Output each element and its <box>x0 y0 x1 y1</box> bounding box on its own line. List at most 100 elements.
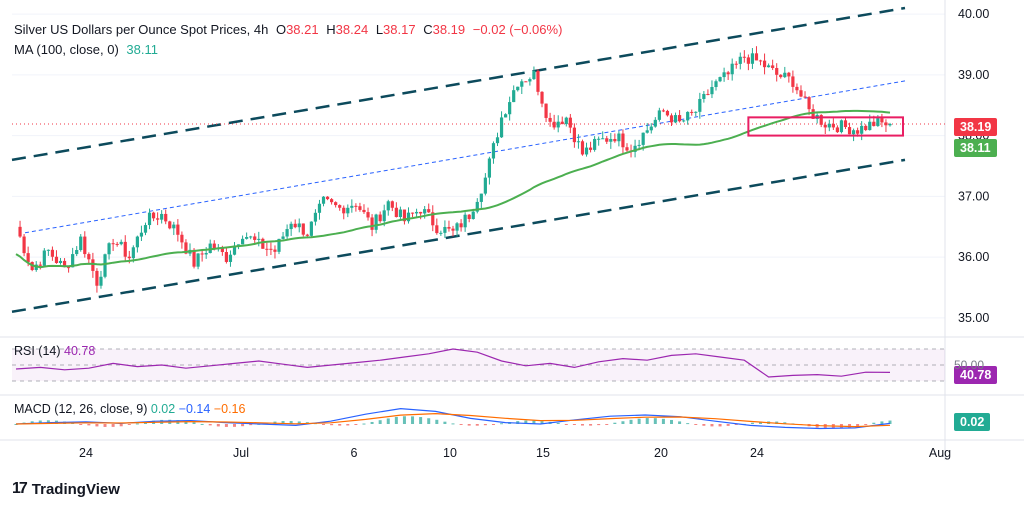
candle-body <box>649 126 653 131</box>
ma-legend: MA (100, close, 0) 38.11 <box>14 42 162 57</box>
candle-body <box>831 123 835 128</box>
candle-body <box>645 130 649 133</box>
candle-body <box>783 72 787 78</box>
time-axis: 24 Jul 6 10 15 20 24 Aug <box>79 446 951 460</box>
candle-body <box>330 199 334 203</box>
candle-body <box>26 253 30 263</box>
tradingview-logo[interactable]: 17 TradingView <box>12 480 120 498</box>
macd-histogram-bar <box>249 424 253 426</box>
macd-histogram-bar <box>362 423 366 425</box>
candle-body <box>625 147 629 151</box>
candle-body <box>847 127 852 135</box>
candle-body <box>22 236 26 254</box>
candle-body <box>584 147 589 155</box>
candle-body <box>196 253 200 267</box>
candle-body <box>91 259 95 271</box>
candle-body <box>775 68 779 75</box>
candle-body <box>334 202 338 206</box>
candle-body <box>677 115 682 122</box>
candle-body <box>342 207 346 214</box>
macd-histogram-bar <box>427 418 431 424</box>
macd-histogram-bar <box>443 421 447 424</box>
ma-label: MA (100, close, 0) <box>14 42 119 57</box>
candle-body <box>746 57 750 64</box>
candle-body <box>309 221 313 236</box>
candle-body <box>819 114 823 125</box>
macd-histogram-bar <box>467 424 471 426</box>
macd-histogram-bar <box>79 424 83 425</box>
y-tick-label: 37.00 <box>958 189 989 203</box>
candle-body <box>726 72 730 75</box>
candle-body <box>111 243 115 245</box>
rsi-line <box>15 348 891 378</box>
candle-body <box>419 211 423 214</box>
candle-body <box>192 249 196 267</box>
macd-histogram-bar <box>532 420 536 424</box>
candle-body <box>200 253 204 255</box>
rsi-legend: RSI (14) 40.78 <box>14 344 95 358</box>
y-tick-label: 35.00 <box>958 311 989 325</box>
chart-header: Silver US Dollars per Ounce Spot Prices,… <box>14 22 566 37</box>
macd-histogram-bar <box>702 424 706 426</box>
candle-body <box>160 213 164 220</box>
macd-histogram-bar <box>297 421 301 424</box>
candle-body <box>42 250 46 266</box>
macd-histogram-bar <box>30 421 34 424</box>
macd-histogram-bar <box>451 423 455 425</box>
candle-body <box>532 70 536 80</box>
candle-body <box>168 221 172 229</box>
macd-legend: MACD (12, 26, close, 9) 0.02 −0.14 −0.16 <box>14 402 245 416</box>
candle-body <box>864 125 868 131</box>
macd-histogram-bar <box>718 424 722 427</box>
candle-body <box>317 203 322 213</box>
candle-body <box>285 229 289 237</box>
macd-histogram-bar <box>710 424 714 427</box>
candle-body <box>673 115 678 123</box>
macd-histogram-bar <box>346 424 350 426</box>
candle-body <box>884 122 888 126</box>
candle-body <box>742 56 746 58</box>
candle-body <box>609 138 613 142</box>
candle-body <box>811 109 815 119</box>
x-tick-label: 20 <box>654 446 668 460</box>
candle-body <box>99 276 103 286</box>
candle-body <box>540 91 544 104</box>
candle-body <box>297 223 301 228</box>
candle-body <box>576 141 581 143</box>
close-value: 38.19 <box>432 22 466 37</box>
macd-histogram-bar <box>338 424 342 426</box>
candle-body <box>358 206 362 210</box>
candle-body <box>487 158 492 178</box>
macd-histogram-bar <box>653 418 657 424</box>
candle-body <box>479 193 483 202</box>
macd-histogram-bar <box>540 421 544 424</box>
candle-body <box>370 217 374 230</box>
candle-body <box>868 121 872 131</box>
macd-pane <box>14 407 892 430</box>
candle-body <box>443 226 447 233</box>
candle-body <box>261 238 265 249</box>
candle-body <box>151 212 156 219</box>
macd-histogram-bar <box>645 418 649 424</box>
macd-histogram-bar <box>694 424 698 425</box>
channel-mid-line <box>24 80 906 234</box>
consolidation-rect <box>747 116 905 137</box>
candle-body <box>62 260 67 268</box>
candle-body <box>516 86 520 91</box>
macd-histogram-bar <box>386 418 390 424</box>
macd-histogram-bar <box>184 421 188 424</box>
low-label: L <box>375 22 384 37</box>
candle-body <box>463 214 467 228</box>
candle-body <box>483 177 487 194</box>
candle-body <box>95 270 99 286</box>
candle-body <box>107 243 111 255</box>
macd-histogram-bar <box>629 419 633 424</box>
candle-body <box>240 238 245 245</box>
rsi-tag: 40.78 <box>954 366 998 384</box>
x-tick-label: 6 <box>351 446 358 460</box>
macd-histogram-bar <box>14 424 18 425</box>
rsi-pane <box>12 348 945 382</box>
macd-histogram-bar <box>880 421 884 424</box>
macd-histogram-bar <box>192 422 196 424</box>
channel-lower-line <box>11 158 906 314</box>
